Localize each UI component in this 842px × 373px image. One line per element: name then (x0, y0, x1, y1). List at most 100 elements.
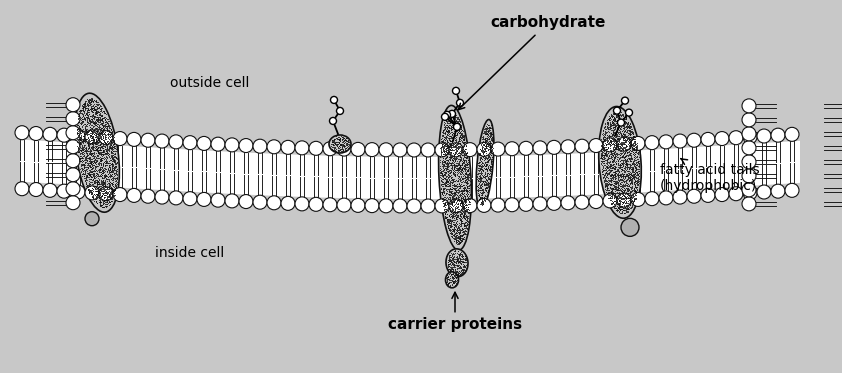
Point (87, 123, 100, 129)
Point (444, 162, 457, 168)
Point (443, 203, 456, 209)
Point (629, 196, 642, 202)
Point (628, 151, 642, 157)
Point (76, 105, 89, 111)
Point (104, 194, 117, 200)
Point (440, 217, 453, 223)
Point (604, 181, 617, 186)
Point (448, 122, 461, 128)
Point (439, 125, 452, 131)
Point (81, 106, 94, 112)
Point (477, 148, 490, 154)
Point (624, 170, 637, 176)
Point (106, 195, 120, 201)
Point (84, 128, 98, 134)
Point (449, 117, 462, 123)
Point (337, 135, 350, 141)
Point (83, 96, 96, 102)
Point (611, 172, 625, 178)
Circle shape (323, 198, 337, 212)
Point (608, 150, 621, 156)
Point (477, 173, 490, 179)
Point (80, 113, 93, 119)
Point (447, 232, 461, 238)
Point (446, 212, 460, 218)
Point (104, 166, 117, 172)
Point (473, 182, 487, 188)
Point (615, 163, 628, 169)
Point (82, 164, 95, 170)
Point (84, 169, 98, 175)
Point (610, 160, 623, 166)
Point (448, 271, 461, 277)
Point (623, 136, 637, 142)
Point (93, 199, 107, 205)
Point (103, 194, 116, 200)
Point (78, 115, 92, 120)
Point (620, 209, 633, 214)
Point (626, 129, 639, 135)
Point (458, 256, 472, 262)
Point (96, 193, 109, 199)
Point (100, 126, 114, 132)
Point (94, 136, 108, 142)
Point (434, 168, 447, 174)
Point (99, 199, 113, 205)
Point (83, 164, 97, 170)
Point (454, 203, 467, 209)
Point (474, 142, 488, 148)
Point (88, 173, 101, 179)
Point (439, 177, 452, 183)
Point (83, 167, 97, 173)
Point (452, 194, 466, 200)
Point (456, 210, 469, 216)
Point (598, 175, 611, 181)
Point (456, 127, 469, 133)
Point (103, 165, 116, 171)
Point (479, 152, 493, 158)
Point (83, 160, 97, 166)
Point (602, 153, 616, 159)
Point (440, 133, 453, 139)
Point (479, 193, 493, 199)
Point (450, 270, 464, 276)
Point (333, 141, 347, 147)
Point (92, 120, 105, 126)
Point (623, 184, 637, 189)
Point (448, 192, 461, 198)
Point (619, 160, 632, 166)
Point (88, 179, 102, 185)
Point (447, 276, 461, 282)
Point (85, 95, 99, 101)
Point (440, 133, 453, 139)
Point (440, 154, 454, 160)
Point (477, 173, 490, 179)
Point (82, 142, 95, 148)
Point (440, 153, 453, 159)
Point (473, 175, 487, 181)
Point (92, 126, 105, 132)
Point (442, 282, 456, 288)
Point (437, 137, 450, 142)
Point (616, 153, 629, 159)
Point (595, 155, 609, 161)
Point (333, 146, 347, 152)
Point (625, 164, 638, 170)
Point (73, 140, 87, 146)
Point (434, 177, 448, 183)
Point (90, 123, 104, 129)
Point (434, 153, 447, 159)
Point (85, 189, 99, 195)
Point (99, 116, 112, 122)
Point (453, 239, 466, 245)
Point (617, 140, 631, 146)
Point (472, 195, 485, 201)
Point (79, 126, 93, 132)
Point (595, 169, 609, 175)
Point (97, 167, 110, 173)
Point (434, 189, 448, 195)
Point (86, 146, 99, 152)
Point (456, 168, 470, 174)
Point (606, 122, 620, 128)
Point (476, 160, 489, 166)
